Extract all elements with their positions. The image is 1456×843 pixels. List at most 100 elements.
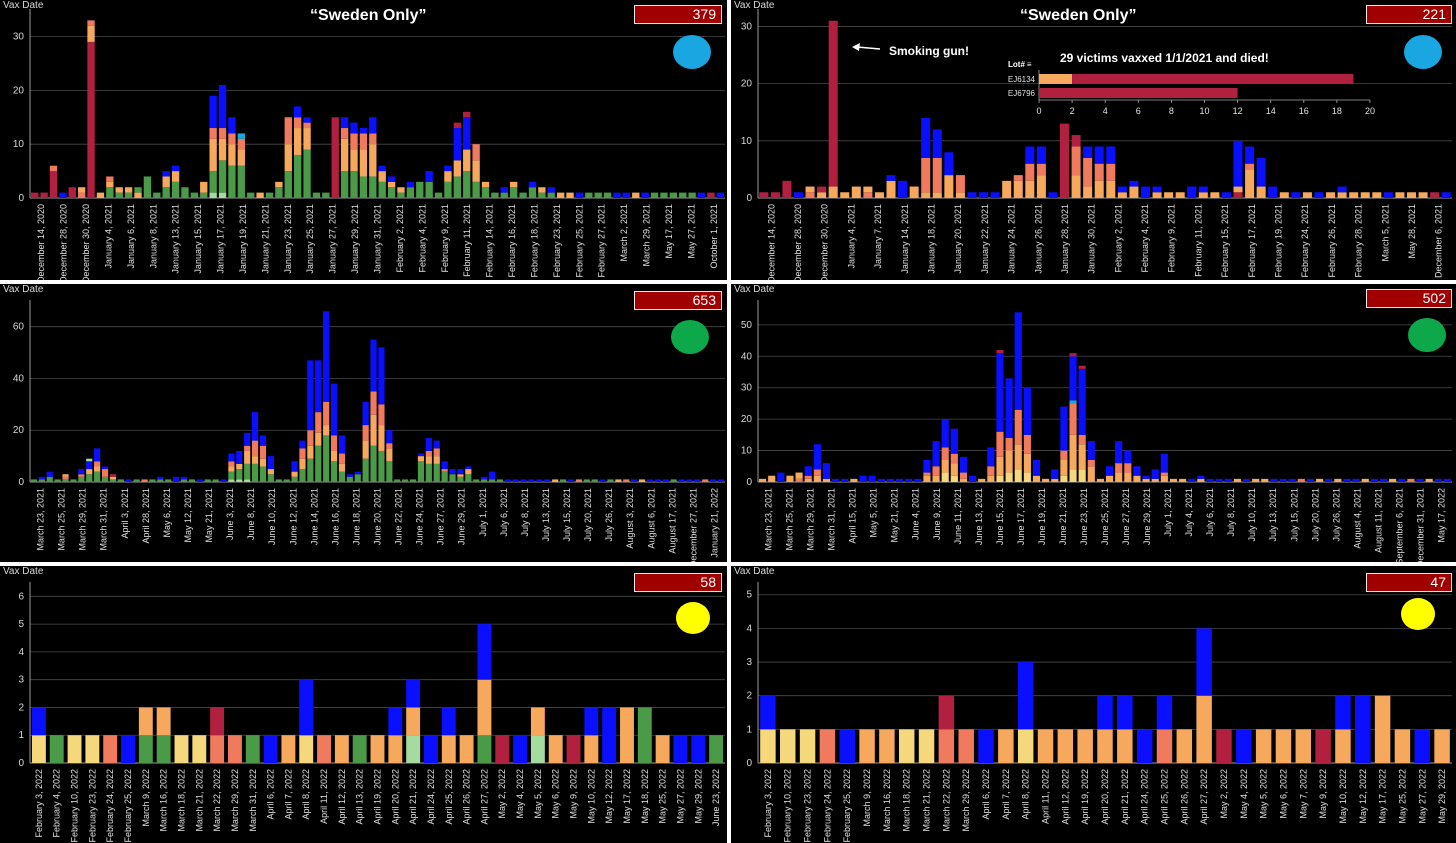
bar-segment (602, 707, 617, 763)
bar-segment (237, 138, 245, 150)
bar-segment (1152, 192, 1162, 198)
bar-segment (40, 192, 48, 198)
x-tick-label: June 23, 2021 (1079, 488, 1089, 545)
bar-segment (1083, 157, 1093, 187)
bar-segment (228, 144, 236, 166)
bar-segment (990, 192, 1000, 198)
x-tick-label: May 7, 2022 (1298, 769, 1308, 819)
bar-segment (1197, 478, 1205, 482)
bar-segment (323, 311, 330, 402)
x-tick-label: July 8, 2021 (1226, 488, 1236, 537)
bar-segment (323, 435, 330, 482)
bar-segment (583, 479, 590, 482)
bar-segment (804, 475, 812, 479)
x-tick-label: April 8, 2022 (1021, 769, 1031, 820)
bar-segment (759, 192, 769, 198)
bar-segment (359, 128, 368, 134)
bar-segment (1117, 695, 1133, 730)
bar-segment (1196, 695, 1212, 763)
bar-segment (1083, 146, 1093, 158)
bar-segment (210, 707, 225, 736)
bar-segment (1117, 192, 1127, 198)
bar-segment (387, 187, 396, 198)
bar-segment (173, 476, 180, 482)
x-tick-label: April 27, 2022 (479, 769, 489, 825)
x-tick-label: May 27, 2022 (1417, 769, 1427, 824)
bar-segment (103, 735, 118, 763)
bar-segment (245, 735, 260, 763)
bar-segment (387, 181, 396, 188)
bar-segment (697, 192, 706, 198)
bar-segment (237, 149, 245, 166)
x-tick-label: April 7, 2022 (1001, 769, 1011, 820)
x-tick-label: January 7, 2021 (873, 204, 883, 269)
bar-segment (1106, 466, 1114, 476)
x-tick-label: June 4, 2021 (911, 488, 921, 540)
bar-segment (1297, 478, 1305, 482)
bar-segment (303, 122, 311, 129)
x-tick-label: February 14, 2021 (485, 204, 495, 278)
bar-segment (31, 735, 46, 763)
bar-segment (284, 144, 292, 172)
bar-segment (959, 478, 968, 482)
bar-segment (228, 453, 235, 462)
bar-segment (86, 458, 93, 462)
bar-segment (979, 192, 989, 198)
bar-segment (303, 117, 311, 123)
bar-segment (1252, 478, 1260, 482)
bar-segment (323, 401, 330, 426)
x-tick-label: March 25, 2021 (785, 488, 795, 551)
bar-segment (1374, 695, 1391, 763)
bar-segment (62, 476, 69, 480)
x-tick-label: August 17, 2021 (667, 488, 677, 554)
x-tick-label: May 10, 2022 (586, 769, 596, 824)
bar-segment (828, 20, 838, 187)
x-tick-label: May 10, 2022 (1338, 769, 1348, 824)
y-tick-label: 30 (13, 32, 25, 43)
bar-segment (1025, 146, 1035, 164)
y-tick-label: 5 (746, 590, 752, 601)
bar-segment (441, 471, 448, 482)
bar-segment (340, 128, 349, 139)
bar-segment (1005, 378, 1013, 438)
bar-segment (1060, 123, 1070, 198)
bar-segment (444, 171, 452, 182)
x-tick-label: January 24, 2021 (1007, 204, 1017, 274)
bar-segment (212, 479, 219, 482)
bar-segment (519, 192, 527, 198)
bar-segment (406, 735, 421, 763)
x-tick-label: April 6, 2022 (266, 769, 276, 820)
bar-segment (453, 128, 461, 161)
x-tick-label: February 23, 2022 (87, 769, 97, 843)
bar-segment (1221, 192, 1231, 198)
inset-bar (1039, 88, 1238, 98)
bar-segment (1425, 478, 1433, 482)
x-tick-label: May 5, 2022 (1259, 769, 1269, 819)
bar-segment (228, 466, 235, 472)
bar-segment (162, 171, 170, 177)
bar-segment (180, 479, 188, 482)
bar-segment (998, 729, 1014, 763)
x-tick-label: February 27, 2021 (597, 204, 607, 278)
bar-segment (1106, 146, 1116, 164)
x-tick-label: February 23, 2022 (803, 769, 813, 843)
sort-icon[interactable]: ≡ (1026, 60, 1032, 69)
bar-segment (839, 729, 855, 763)
x-tick-label: January 26, 2021 (1033, 204, 1043, 274)
bar-segment (1443, 478, 1451, 482)
bar-segment (1060, 406, 1068, 451)
bar-segment (868, 475, 876, 482)
bar-segment (1060, 475, 1068, 482)
bar-segment (488, 479, 496, 482)
bar-segment (1169, 478, 1178, 482)
bar-segment (1233, 186, 1243, 193)
x-tick-label: April 12, 2022 (1060, 769, 1070, 825)
bar-segment (932, 129, 942, 158)
bar-segment (121, 735, 135, 763)
bar-segment (1236, 729, 1252, 763)
bar-segment (1078, 444, 1086, 470)
bar-segment (859, 729, 875, 763)
x-tick-label: February 15, 2021 (1220, 204, 1230, 278)
x-tick-label: June 19, 2021 (1037, 488, 1047, 545)
y-tick-label: 30 (741, 383, 753, 394)
